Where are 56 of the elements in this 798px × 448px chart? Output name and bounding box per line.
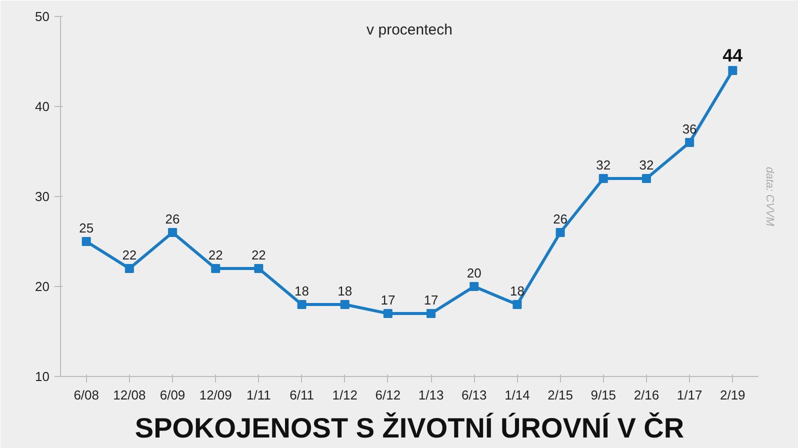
data-label: 32 xyxy=(639,158,654,172)
text: data: CVVM xyxy=(764,166,776,227)
data-label: 20 xyxy=(466,266,482,280)
point xyxy=(426,309,436,318)
point xyxy=(82,237,91,246)
point xyxy=(124,264,134,273)
point xyxy=(598,174,608,183)
x-tick-label: 1/14 xyxy=(504,388,530,402)
x-tick-label: 6/13 xyxy=(461,388,487,402)
data-label: 18 xyxy=(294,284,310,298)
x-tick-label: 6/12 xyxy=(375,388,401,402)
data-label: 22 xyxy=(122,248,137,262)
x-tick-label: 6/09 xyxy=(160,388,186,402)
point xyxy=(556,228,565,237)
point xyxy=(168,228,178,237)
data-label: 26 xyxy=(165,212,180,226)
data-label: 25 xyxy=(79,220,94,236)
point xyxy=(297,300,306,309)
data-label: 36 xyxy=(682,122,697,136)
point xyxy=(211,264,220,273)
x-tick-label: 12/09 xyxy=(199,388,232,402)
data-label: 44 xyxy=(722,46,743,66)
point xyxy=(642,174,651,183)
data-label: 26 xyxy=(553,212,568,226)
point xyxy=(728,66,738,75)
y-tick-label: 10 xyxy=(35,369,50,384)
x-tick-label: 2/19 xyxy=(720,388,746,402)
y-tick-label: 20 xyxy=(35,279,50,294)
point xyxy=(340,300,350,309)
y-tick-label: 40 xyxy=(35,99,50,114)
point xyxy=(254,264,264,273)
data-label: 17 xyxy=(424,292,438,308)
x-tick-label: 6/11 xyxy=(290,388,314,402)
data-label: 17 xyxy=(380,292,396,308)
x-tick-label: 1/12 xyxy=(332,388,358,402)
x-tick-label: 2/15 xyxy=(548,388,573,402)
data-label: 18 xyxy=(338,284,352,298)
x-tick-label: 2/16 xyxy=(634,388,660,402)
point xyxy=(512,300,522,309)
x-tick-label: 1/13 xyxy=(418,388,444,402)
point xyxy=(383,309,392,318)
x-tick-label: 1/17 xyxy=(676,388,702,402)
data-label: 32 xyxy=(596,158,611,172)
x-tick-label: 12/08 xyxy=(113,388,146,402)
data-label: 22 xyxy=(208,248,223,262)
point xyxy=(685,138,694,147)
data-label: 22 xyxy=(251,248,266,262)
x-tick-label: 1/11 xyxy=(246,388,271,402)
y-tick-label: 50 xyxy=(35,9,50,24)
chart-subtitle: v procentech xyxy=(366,22,452,38)
data-label: 18 xyxy=(510,284,524,298)
y-tick-label: 30 xyxy=(35,189,50,204)
text: SPOKOJENOST S ŽIVOTNÍ ÚROVNÍ V ČR xyxy=(134,412,684,444)
x-tick-label: 9/15 xyxy=(590,388,616,402)
x-tick-label: 6/08 xyxy=(74,388,100,402)
point xyxy=(470,282,479,291)
